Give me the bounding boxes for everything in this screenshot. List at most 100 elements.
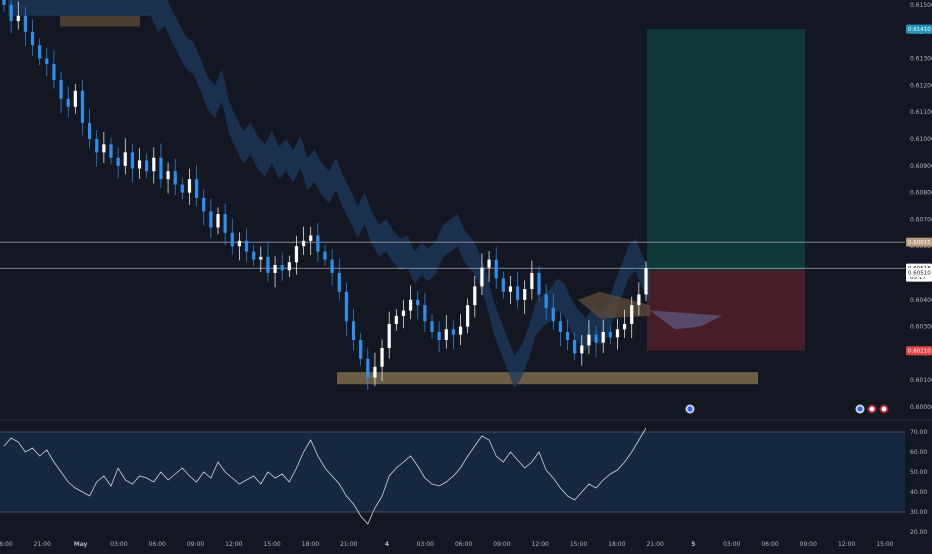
candle[interactable]	[80, 80, 85, 136]
flag-icon[interactable]	[867, 404, 877, 414]
candle[interactable]	[202, 189, 206, 226]
candle[interactable]	[102, 132, 106, 163]
candle[interactable]	[473, 275, 477, 318]
candle[interactable]	[594, 326, 598, 357]
target-zone[interactable]	[647, 29, 805, 271]
candle[interactable]	[309, 226, 313, 256]
candle[interactable]	[287, 255, 291, 278]
candle[interactable]	[152, 147, 156, 184]
candle[interactable]	[280, 252, 284, 281]
candle[interactable]	[109, 137, 113, 165]
candle[interactable]	[330, 249, 334, 286]
candle[interactable]	[351, 308, 356, 351]
candle[interactable]	[637, 282, 641, 316]
candle[interactable]	[458, 314, 463, 346]
candle[interactable]	[137, 148, 142, 179]
candle[interactable]	[551, 293, 555, 330]
globe-icon[interactable]	[855, 404, 865, 414]
candle[interactable]	[9, 0, 13, 34]
candle[interactable]	[466, 298, 470, 334]
candle[interactable]	[359, 333, 363, 366]
candle[interactable]	[394, 309, 398, 331]
candle[interactable]	[38, 38, 42, 66]
candle[interactable]	[630, 296, 634, 339]
candle[interactable]	[23, 7, 27, 47]
candle[interactable]	[501, 271, 505, 299]
candle[interactable]	[2, 0, 6, 12]
candle[interactable]	[516, 272, 520, 309]
candle[interactable]	[59, 71, 63, 114]
candle[interactable]	[88, 108, 92, 148]
candle[interactable]	[416, 291, 420, 320]
candle[interactable]	[116, 147, 120, 179]
candle[interactable]	[480, 253, 484, 295]
candle[interactable]	[16, 1, 20, 30]
candle[interactable]	[145, 153, 149, 178]
candle[interactable]	[123, 138, 127, 175]
candle[interactable]	[430, 314, 434, 339]
candle[interactable]	[230, 218, 234, 255]
candle[interactable]	[244, 228, 249, 263]
candle[interactable]	[537, 266, 541, 302]
candle[interactable]	[273, 256, 277, 288]
candle[interactable]	[573, 333, 577, 361]
candle[interactable]	[444, 315, 448, 349]
candle[interactable]	[187, 168, 192, 205]
candle[interactable]	[380, 339, 384, 382]
candle[interactable]	[601, 319, 605, 354]
globe-icon[interactable]	[685, 404, 695, 414]
candle[interactable]	[45, 48, 49, 77]
candle[interactable]	[209, 199, 213, 238]
candle[interactable]	[237, 232, 241, 261]
candle[interactable]	[508, 275, 513, 305]
candle[interactable]	[294, 235, 299, 275]
candle[interactable]	[52, 49, 56, 89]
candle[interactable]	[266, 242, 270, 282]
candle[interactable]	[173, 158, 177, 196]
candle[interactable]	[159, 143, 163, 188]
candle[interactable]	[316, 223, 320, 263]
flag-icon[interactable]	[879, 404, 889, 414]
candle[interactable]	[530, 260, 534, 300]
candle[interactable]	[323, 244, 327, 267]
candle[interactable]	[373, 352, 377, 387]
candle[interactable]	[66, 86, 70, 118]
candle[interactable]	[387, 311, 391, 359]
candle[interactable]	[423, 292, 427, 332]
candle[interactable]	[252, 244, 256, 267]
candle[interactable]	[95, 130, 99, 167]
candle[interactable]	[437, 321, 441, 353]
candle[interactable]	[644, 261, 648, 302]
candle[interactable]	[409, 285, 413, 320]
stop-zone[interactable]	[647, 270, 805, 351]
candle[interactable]	[451, 320, 455, 349]
candle[interactable]	[166, 162, 170, 194]
candle[interactable]	[130, 143, 134, 183]
candle[interactable]	[623, 309, 627, 338]
candle[interactable]	[523, 280, 527, 315]
candle[interactable]	[216, 207, 220, 235]
candle[interactable]	[302, 226, 306, 255]
candle[interactable]	[558, 312, 562, 347]
candle[interactable]	[587, 320, 591, 354]
candle[interactable]	[615, 318, 620, 350]
candle[interactable]	[344, 283, 348, 336]
candle[interactable]	[487, 251, 491, 282]
candle[interactable]	[259, 246, 263, 272]
candle[interactable]	[401, 300, 406, 329]
candle[interactable]	[73, 84, 77, 114]
candle[interactable]	[223, 203, 227, 246]
candle[interactable]	[337, 258, 341, 301]
candle[interactable]	[565, 319, 570, 351]
candle[interactable]	[608, 325, 612, 345]
candle[interactable]	[180, 177, 184, 200]
candle[interactable]	[544, 283, 548, 321]
candle[interactable]	[366, 348, 370, 390]
support-zone[interactable]	[337, 372, 758, 385]
candle[interactable]	[30, 19, 35, 56]
candle[interactable]	[494, 247, 498, 289]
candle[interactable]	[580, 334, 584, 366]
candle[interactable]	[195, 164, 199, 207]
